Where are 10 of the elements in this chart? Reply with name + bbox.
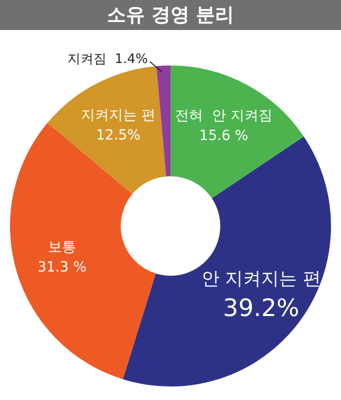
slice-label: 지켜짐 1.4% [68, 52, 148, 68]
slice-label: 지켜지는 편 [80, 107, 156, 124]
data-label: 15.6 % [199, 128, 248, 144]
data-label: 39.2% [223, 294, 300, 322]
slice-label: 보통 [48, 240, 76, 256]
chart-title: 소유 경영 분리 [0, 0, 341, 30]
slice-label: 안 지켜지는 편 [201, 268, 321, 290]
data-label: 31.3 % [37, 260, 86, 276]
data-label: 12.5% [96, 127, 140, 144]
slice-label: 전혀 안 지켜짐 [175, 108, 272, 124]
